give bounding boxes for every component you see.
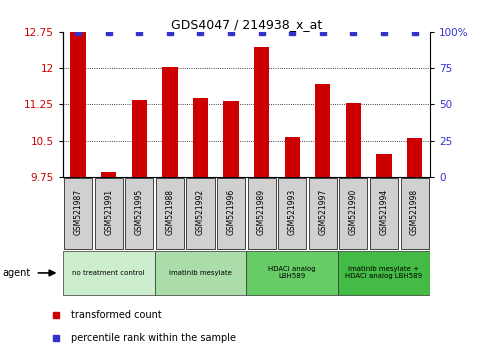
Bar — [370, 178, 398, 249]
Bar — [101, 172, 116, 177]
Text: HDACi analog
LBH589: HDACi analog LBH589 — [269, 267, 316, 279]
Bar — [407, 138, 422, 177]
Bar — [155, 251, 246, 295]
Bar — [338, 251, 430, 295]
Bar — [254, 47, 270, 177]
Bar — [278, 178, 306, 249]
Bar — [284, 137, 300, 177]
Text: GSM521997: GSM521997 — [318, 189, 327, 235]
Text: GSM521991: GSM521991 — [104, 189, 113, 235]
Text: GSM521988: GSM521988 — [165, 189, 174, 235]
Text: GSM521992: GSM521992 — [196, 189, 205, 235]
Text: GSM521994: GSM521994 — [380, 189, 388, 235]
Text: GSM521989: GSM521989 — [257, 189, 266, 235]
Bar — [71, 32, 86, 177]
Bar — [376, 154, 392, 177]
Text: percentile rank within the sample: percentile rank within the sample — [71, 333, 236, 343]
Bar — [400, 178, 428, 249]
Title: GDS4047 / 214938_x_at: GDS4047 / 214938_x_at — [170, 18, 322, 31]
Text: GSM521998: GSM521998 — [410, 189, 419, 235]
Bar — [186, 178, 214, 249]
Text: imatinib mesylate +
HDACi analog LBH589: imatinib mesylate + HDACi analog LBH589 — [345, 267, 423, 279]
Bar — [131, 99, 147, 177]
Bar — [193, 98, 208, 177]
Text: no treatment control: no treatment control — [72, 270, 145, 276]
Text: GSM521996: GSM521996 — [227, 189, 236, 235]
Bar — [315, 84, 330, 177]
Text: GSM521990: GSM521990 — [349, 189, 358, 235]
Bar — [95, 178, 123, 249]
Bar — [246, 251, 338, 295]
Text: GSM521993: GSM521993 — [288, 189, 297, 235]
Bar — [125, 178, 153, 249]
Bar — [64, 178, 92, 249]
Bar — [223, 101, 239, 177]
Bar — [217, 178, 245, 249]
Bar — [162, 67, 177, 177]
Bar — [346, 103, 361, 177]
Text: agent: agent — [2, 268, 30, 278]
Text: GSM521987: GSM521987 — [73, 189, 83, 235]
Text: transformed count: transformed count — [71, 310, 162, 320]
Bar — [63, 251, 155, 295]
Text: imatinib mesylate: imatinib mesylate — [169, 270, 232, 276]
Text: GSM521995: GSM521995 — [135, 189, 144, 235]
Bar — [309, 178, 337, 249]
Bar — [156, 178, 184, 249]
Bar — [340, 178, 368, 249]
Bar — [248, 178, 276, 249]
